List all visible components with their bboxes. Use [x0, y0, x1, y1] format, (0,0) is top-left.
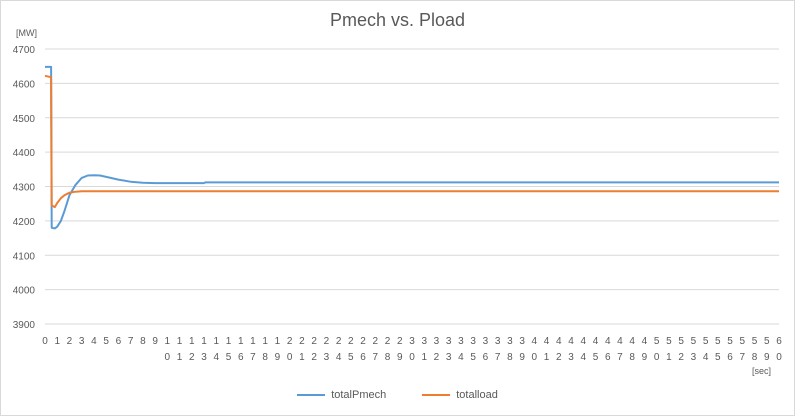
legend-label-totalload: totalload [456, 389, 498, 401]
legend-item-totalpmech: totalPmech [297, 389, 386, 401]
y-axis-unit-label: [MW] [16, 28, 37, 38]
x-tick-label: 6 [116, 336, 122, 347]
chart-title: Pmech vs. Pload [329, 10, 466, 30]
y-axis-tick-labels: 3900 4000 4100 4200 4300 4400 4500 4600 4700 [13, 45, 36, 331]
y-tick-label: 4500 [13, 114, 36, 125]
y-tick-label: 4600 [13, 79, 36, 90]
legend-swatch-totalload [422, 394, 451, 396]
series-line-totalload [44, 74, 779, 209]
x-tick-label: 9 [152, 336, 158, 347]
x-tick-label: 0 [42, 336, 48, 347]
y-tick-label: 4400 [13, 148, 36, 159]
x-tick-label: 8 [140, 336, 146, 347]
x-tick-label: 2 [67, 336, 73, 347]
x-tick-label: 4 [91, 336, 97, 347]
x-tick-label: 3 [79, 336, 85, 347]
y-tick-label: 4200 [13, 217, 36, 228]
gridlines [45, 48, 779, 325]
y-tick-label: 4700 [13, 45, 36, 56]
x-tick-label: 7 [128, 336, 134, 347]
x-tick-label: 1 [54, 336, 60, 347]
x-axis-tick-labels: 0 1 2 3 4 5 6 7 8 9 1 01 11 21 31 41 51 61 71 81 92 02 12 22 32 4… [42, 336, 782, 363]
series-lines [44, 65, 779, 230]
y-tick-label: 4100 [13, 251, 36, 262]
x-axis-unit-label: [sec] [752, 366, 772, 376]
legend-swatch-totalpmech [297, 394, 326, 396]
legend-label-totalpmech: totalPmech [331, 389, 387, 401]
legend-item-totalload: totalload [422, 389, 498, 401]
y-tick-label: 4000 [13, 286, 36, 297]
series-line-totalpmech [45, 65, 779, 230]
y-tick-label: 3900 [13, 320, 36, 331]
x-tick-label: 5 [103, 336, 109, 347]
legend: totalPmech totalload [0, 389, 795, 401]
y-tick-label: 4300 [13, 183, 36, 194]
